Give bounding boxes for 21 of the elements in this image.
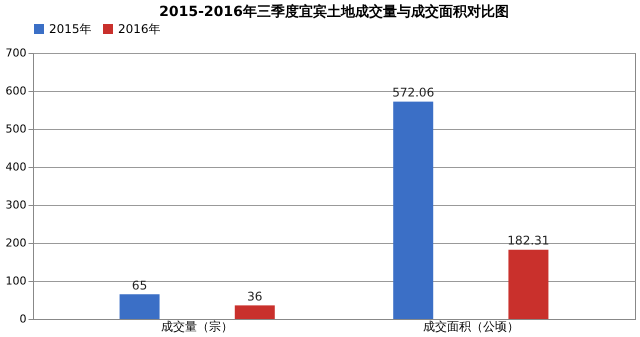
chart-title: 2015-2016年三季度宜宾土地成交量与成交面积对比图 <box>159 3 509 20</box>
x-tick-label: 成交量（宗） <box>161 320 234 334</box>
legend-label: 2016年 <box>118 22 161 36</box>
bar <box>393 102 434 319</box>
y-tick-label: 600 <box>6 84 26 98</box>
y-tick-label: 300 <box>6 198 26 212</box>
y-tick-label: 500 <box>6 122 26 136</box>
y-tick-label: 200 <box>6 236 26 250</box>
data-label: 65 <box>132 278 148 292</box>
x-tick-label: 成交面积（公顷） <box>422 320 519 334</box>
bar <box>120 294 160 319</box>
y-tick-label: 400 <box>6 160 26 174</box>
data-label: 572.06 <box>392 86 434 100</box>
bar <box>234 305 275 319</box>
data-label: 36 <box>247 289 262 304</box>
y-tick-label: 0 <box>20 312 26 326</box>
y-tick-label: 700 <box>6 46 26 60</box>
data-label: 182.31 <box>507 234 550 248</box>
bar <box>508 250 548 319</box>
y-tick-label: 100 <box>6 274 26 288</box>
legend-label: 2015年 <box>49 22 92 36</box>
